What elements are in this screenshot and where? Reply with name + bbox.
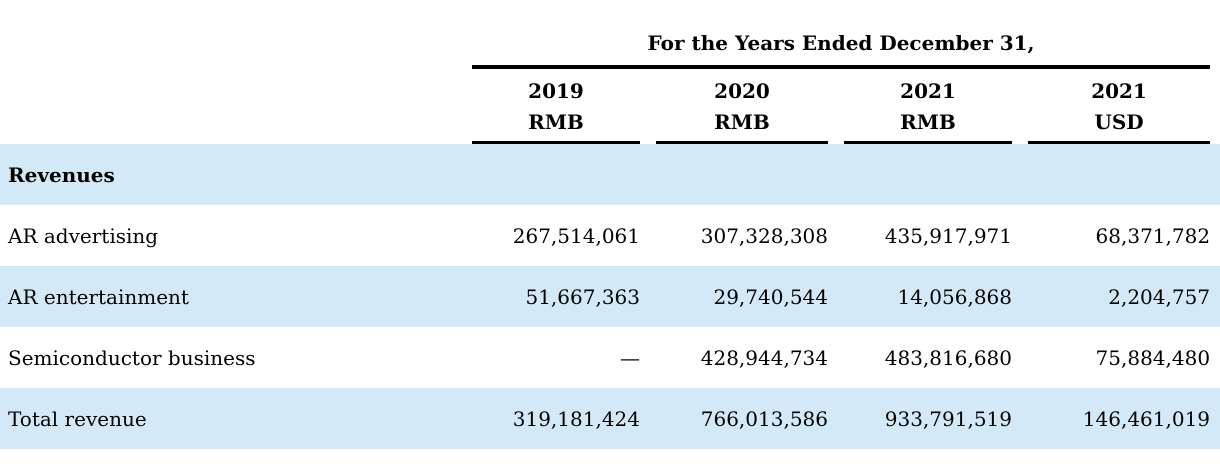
corner-cell xyxy=(0,69,472,144)
table-row-total-revenue: Total revenue 319,181,424 766,013,586 93… xyxy=(0,388,1220,449)
table-row-semiconductor-business: Semiconductor business — 428,944,734 483… xyxy=(0,327,1220,388)
cell-value: — xyxy=(620,345,640,370)
table-title: For the Years Ended December 31, xyxy=(472,0,1211,69)
cell-value: 307,328,308 xyxy=(700,223,828,248)
cell-value: 146,461,019 xyxy=(1082,406,1211,431)
table-body: Revenues AR advertising 267,514,061 307,… xyxy=(0,144,1220,449)
empty-cell xyxy=(1012,144,1220,205)
column-currency-label: USD xyxy=(1094,110,1144,134)
column-year-label: 2021 xyxy=(1091,79,1147,103)
row-label: Semiconductor business xyxy=(8,345,256,370)
section-header-row: Revenues xyxy=(0,144,1220,205)
row-label: AR entertainment xyxy=(8,284,189,309)
title-row: For the Years Ended December 31, xyxy=(0,0,1220,69)
cell-value: 14,056,868 xyxy=(897,284,1012,309)
table-row-ar-entertainment: AR entertainment 51,667,363 29,740,544 1… xyxy=(0,266,1220,327)
financial-table: For the Years Ended December 31, 2019 RM… xyxy=(0,0,1220,449)
table-row-ar-advertising: AR advertising 267,514,061 307,328,308 4… xyxy=(0,205,1220,266)
column-currency-label: RMB xyxy=(528,110,584,134)
cell-value: 766,013,586 xyxy=(700,406,828,431)
cell-value: 68,371,782 xyxy=(1095,223,1211,248)
cell-value: 435,917,971 xyxy=(884,223,1012,248)
column-year-label: 2021 xyxy=(900,79,956,103)
column-header-2021-rmb: 2021 RMB xyxy=(828,69,1012,144)
row-label: Total revenue xyxy=(8,406,147,431)
empty-cell xyxy=(828,144,1012,205)
table-header: For the Years Ended December 31, 2019 RM… xyxy=(0,0,1220,144)
empty-cell xyxy=(640,144,828,205)
column-head-underline: 2021 RMB xyxy=(844,69,1012,144)
column-header-2020-rmb: 2020 RMB xyxy=(640,69,828,144)
column-head-underline: 2021 USD xyxy=(1028,69,1211,144)
column-currency-label: RMB xyxy=(714,110,770,134)
column-header-row: 2019 RMB 2020 RMB 2021 RMB 2021 US xyxy=(0,69,1220,144)
column-head-underline: 2019 RMB xyxy=(472,69,640,144)
cell-value: 319,181,424 xyxy=(512,406,640,431)
cell-value: 29,740,544 xyxy=(713,284,828,309)
column-head-underline: 2020 RMB xyxy=(656,69,828,144)
column-header-2019-rmb: 2019 RMB xyxy=(472,69,640,144)
column-year-label: 2019 xyxy=(528,79,584,103)
cell-value: 51,667,363 xyxy=(525,284,640,309)
corner-cell xyxy=(0,0,472,69)
cell-value: 483,816,680 xyxy=(884,345,1012,370)
cell-value: 2,204,757 xyxy=(1108,284,1211,309)
empty-cell xyxy=(472,144,640,205)
row-label: AR advertising xyxy=(8,223,159,248)
cell-value: 428,944,734 xyxy=(700,345,828,370)
cell-value: 267,514,061 xyxy=(512,223,640,248)
title-cell: For the Years Ended December 31, xyxy=(472,0,1220,69)
column-header-2021-usd: 2021 USD xyxy=(1012,69,1220,144)
section-header-label: Revenues xyxy=(8,162,115,187)
column-currency-label: RMB xyxy=(900,110,956,134)
column-year-label: 2020 xyxy=(714,79,770,103)
cell-value: 933,791,519 xyxy=(884,406,1012,431)
cell-value: 75,884,480 xyxy=(1095,345,1211,370)
